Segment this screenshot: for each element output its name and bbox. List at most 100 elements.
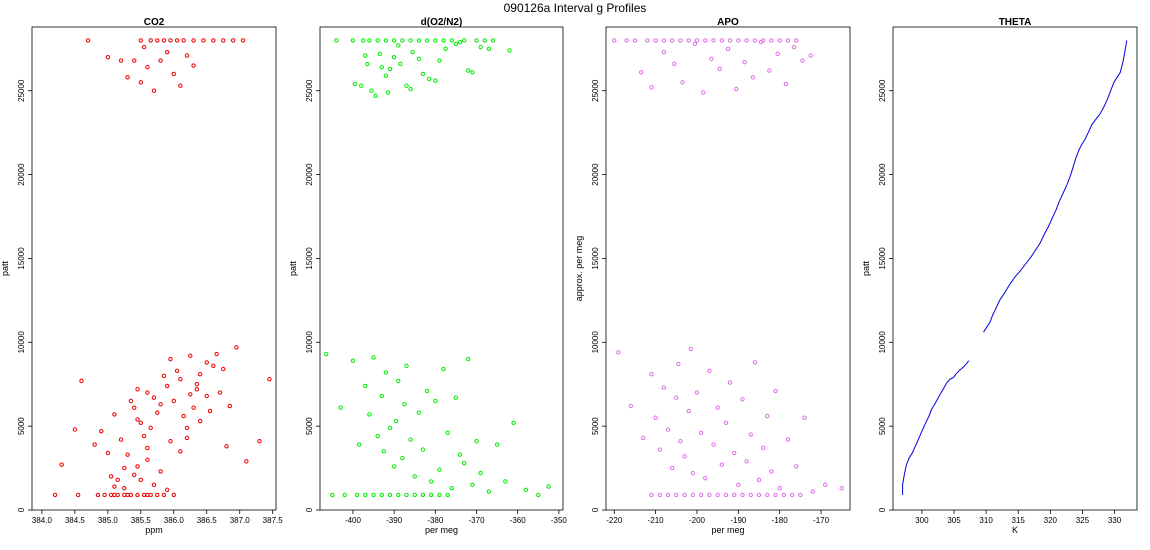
data-point [191,63,196,68]
data-point [433,78,438,83]
data-point [822,482,828,488]
data-point [184,53,190,58]
x-tick-label: 325 [1076,516,1090,525]
data-point [511,420,516,425]
data-point [466,356,471,362]
y-tick-label: 5000 [878,417,887,435]
data-point [507,48,512,53]
data-point [385,90,391,95]
data-point [802,415,807,420]
x-tick-label: -170 [813,516,830,525]
y-tick-label: 0 [17,507,26,512]
data-point [461,460,467,466]
data-point [330,492,335,498]
panel-2: d(O2/N2) -400 -390 -380 -370 -360 -350 0 5000 100… [288,17,567,535]
data-point [723,492,729,498]
y-axis-label: patt [288,260,298,276]
panel-title: THETA [999,17,1032,28]
plot-frame [605,26,851,511]
data-point [416,38,422,43]
data-point [194,382,200,387]
y-tick-label: 5000 [305,417,314,435]
data-point [725,46,731,52]
data-point [674,492,679,498]
data-point [781,492,787,498]
data-point [171,398,176,404]
data-point [678,38,683,43]
y-tick-label: 0 [305,507,314,512]
data-point [700,90,706,95]
data-point [178,376,183,382]
y-axis-label: patt [0,260,10,276]
data-point [141,44,147,50]
y-tick-label: 20000 [591,163,600,186]
data-point [125,452,130,457]
data-point [201,38,206,43]
data-point [102,492,107,498]
data-point [141,434,147,439]
data-point [756,492,762,498]
data-point [369,88,374,93]
data-point [122,485,127,491]
data-point [672,61,677,67]
data-point [393,418,399,424]
data-point [711,38,716,43]
data-point [122,465,127,471]
y-tick-label: 15000 [305,247,314,270]
data-point [707,368,712,374]
data-point [391,38,397,43]
data-point [145,445,150,451]
data-marks [52,38,272,498]
data-point [707,492,712,498]
data-point [638,70,644,75]
data-point [641,435,646,441]
x-tick-label: 330 [1108,516,1122,525]
data-point [470,70,475,75]
panel-4: THETA 300 305 310 315 320 325 330 0 5000 10000 1500… [861,17,1138,535]
data-point [682,454,687,459]
data-point [184,435,190,441]
data-point [178,449,183,454]
data-point [191,38,196,43]
data-point [350,358,356,363]
data-point [486,489,492,494]
data-point [132,58,137,63]
data-point [433,398,438,404]
data-point [765,492,770,498]
x-tick-label: 384.0 [32,516,53,525]
x-axis-label: K [1012,525,1018,535]
data-point [789,492,795,498]
data-point [443,46,448,52]
data-point [391,54,397,60]
data-point [692,41,698,46]
data-point [777,38,782,43]
x-tick-label: -190 [730,516,747,525]
x-tick-label: 385.5 [131,516,152,525]
data-point [424,38,430,43]
data-point [350,38,356,43]
data-point [429,492,434,498]
x-tick-label: -360 [510,516,527,525]
data-point [694,390,700,395]
data-point [674,395,679,400]
data-point [148,492,153,498]
data-point [839,485,844,491]
data-point [398,61,403,67]
data-point [155,38,160,43]
data-point [381,449,387,454]
data-point [437,58,442,63]
x-axis-label: per meg [425,525,458,535]
x-tick-label: 384.5 [65,516,86,525]
data-point [649,85,654,90]
y-tick-label: 25000 [305,79,314,102]
x-tick-label: -370 [469,516,486,525]
data-point [653,38,658,43]
data-point [132,472,137,477]
data-point [482,38,487,43]
data-point [773,492,778,498]
data-point [267,376,272,382]
x-tick-label: 315 [1012,516,1026,525]
y-tick-label: 0 [591,507,600,512]
panel-3: APO -220 -210 -200 -190 -180 -170 0 5000 10000 150… [574,17,851,535]
data-point [135,387,140,392]
